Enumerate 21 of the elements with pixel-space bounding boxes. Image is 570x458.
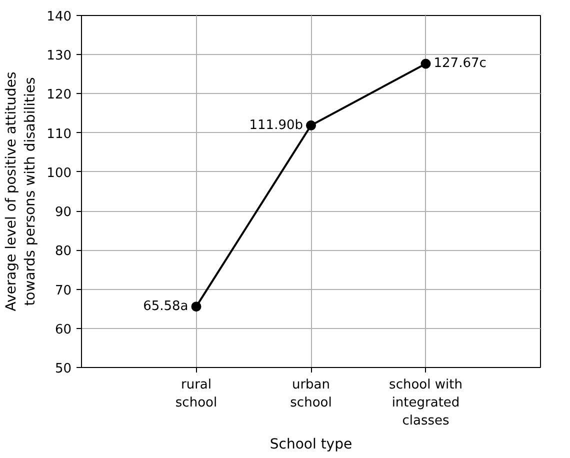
x-tick-label: urban school — [290, 378, 332, 410]
y-tick-label: 130 — [46, 48, 72, 64]
y-axis-title: Average level of positive attitudes towards persons with disabilities — [3, 72, 39, 312]
y-tick-label: 90 — [54, 205, 72, 220]
x-tick-label: school with integrated classes — [389, 378, 462, 428]
x-tick-label: rural school — [175, 378, 218, 410]
y-tick-label: 110 — [46, 126, 72, 142]
y-tick-label: 80 — [54, 244, 72, 260]
data-label: 111.90b — [249, 118, 304, 133]
y-tick-label: 50 — [54, 362, 72, 376]
data-label: 65.58a — [143, 299, 188, 314]
point — [306, 120, 316, 130]
point — [191, 302, 202, 312]
y-tick-label: 70 — [54, 283, 72, 298]
y-tick-label: 120 — [46, 88, 72, 103]
y-tick-label: 60 — [54, 322, 72, 338]
point — [420, 58, 431, 69]
x-axis-title: School type — [270, 436, 352, 452]
y-tick-label: 140 — [46, 10, 72, 24]
y-tick-label: 100 — [46, 166, 72, 181]
data-label: 127.67c — [434, 56, 486, 72]
